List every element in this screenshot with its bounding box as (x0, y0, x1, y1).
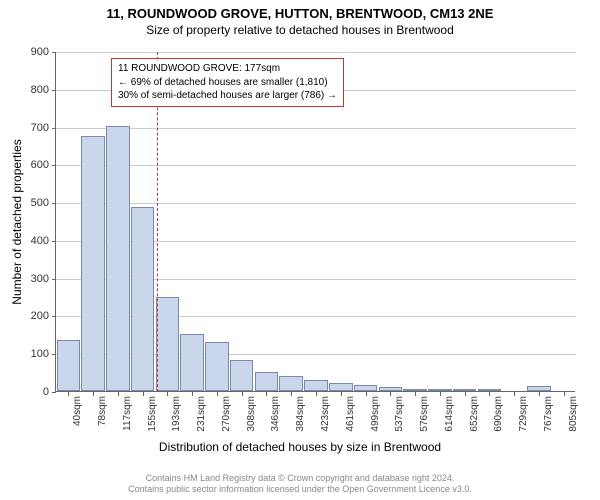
ytick-label: 800 (9, 84, 49, 96)
bar (428, 389, 452, 391)
xtick-label: 270sqm (221, 396, 232, 432)
xtick-mark (564, 392, 565, 396)
callout-box: 11 ROUNDWOOD GROVE: 177sqm← 69% of detac… (111, 58, 344, 107)
xtick-label: 499sqm (370, 396, 381, 432)
xtick-label: 193sqm (171, 396, 182, 432)
ytick-label: 200 (9, 310, 49, 322)
gridline (56, 165, 576, 166)
xtick-mark (539, 392, 540, 396)
xtick-label: 40sqm (72, 396, 83, 426)
gridline (56, 128, 576, 129)
bar (279, 376, 303, 391)
bar (205, 342, 229, 391)
bar (131, 207, 155, 391)
xtick-mark (366, 392, 367, 396)
xtick-label: 231sqm (196, 396, 207, 432)
bar (478, 389, 502, 391)
callout-line: 11 ROUNDWOOD GROVE: 177sqm (118, 62, 337, 76)
xtick-mark (217, 392, 218, 396)
gridline (56, 52, 576, 53)
ytick-label: 400 (9, 235, 49, 247)
xtick-label: 384sqm (295, 396, 306, 432)
xtick-mark (390, 392, 391, 396)
bar (81, 136, 105, 391)
bar (156, 297, 180, 391)
xtick-label: 805sqm (568, 396, 579, 432)
xtick-mark (93, 392, 94, 396)
bar (329, 383, 353, 391)
plot-area: 010020030040050060070080090040sqm78sqm11… (55, 52, 575, 392)
footer-line1: Contains HM Land Registry data © Crown c… (0, 473, 600, 485)
ytick-label: 600 (9, 159, 49, 171)
xtick-label: 767sqm (543, 396, 554, 432)
xtick-label: 461sqm (345, 396, 356, 432)
xtick-label: 78sqm (97, 396, 108, 426)
ytick-mark (52, 90, 56, 91)
bar (304, 380, 328, 391)
xtick-mark (465, 392, 466, 396)
xtick-label: 690sqm (493, 396, 504, 432)
callout-line: 30% of semi-detached houses are larger (… (118, 89, 337, 103)
xtick-mark (167, 392, 168, 396)
xtick-label: 614sqm (444, 396, 455, 432)
xtick-mark (415, 392, 416, 396)
footer-line2: Contains public sector information licen… (0, 484, 600, 496)
xtick-label: 308sqm (246, 396, 257, 432)
xtick-mark (514, 392, 515, 396)
xtick-mark (489, 392, 490, 396)
x-axis-label: Distribution of detached houses by size … (0, 440, 600, 454)
xtick-mark (291, 392, 292, 396)
xtick-mark (68, 392, 69, 396)
xtick-label: 346sqm (270, 396, 281, 432)
ytick-mark (52, 128, 56, 129)
ytick-label: 500 (9, 197, 49, 209)
footer: Contains HM Land Registry data © Crown c… (0, 473, 600, 496)
ytick-label: 300 (9, 273, 49, 285)
ytick-label: 0 (9, 386, 49, 398)
xtick-label: 652sqm (469, 396, 480, 432)
xtick-mark (341, 392, 342, 396)
ytick-label: 100 (9, 348, 49, 360)
xtick-mark (242, 392, 243, 396)
ytick-mark (52, 52, 56, 53)
xtick-mark (118, 392, 119, 396)
ytick-mark (52, 392, 56, 393)
bar (106, 126, 130, 391)
bar (230, 360, 254, 391)
ytick-mark (52, 316, 56, 317)
chart: 010020030040050060070080090040sqm78sqm11… (55, 52, 575, 422)
bar (255, 372, 279, 391)
xtick-label: 155sqm (147, 396, 158, 432)
bar (379, 387, 403, 391)
bar (354, 385, 378, 391)
xtick-mark (192, 392, 193, 396)
xtick-mark (143, 392, 144, 396)
xtick-label: 576sqm (419, 396, 430, 432)
xtick-label: 537sqm (394, 396, 405, 432)
ytick-mark (52, 165, 56, 166)
ytick-label: 900 (9, 46, 49, 58)
bar (57, 340, 81, 391)
bar (453, 389, 477, 391)
page-title: 11, ROUNDWOOD GROVE, HUTTON, BRENTWOOD, … (0, 0, 600, 21)
xtick-mark (266, 392, 267, 396)
bar (403, 389, 427, 391)
bar (180, 334, 204, 391)
page-subtitle: Size of property relative to detached ho… (0, 21, 600, 37)
ytick-mark (52, 203, 56, 204)
ytick-mark (52, 241, 56, 242)
ytick-mark (52, 354, 56, 355)
ytick-mark (52, 279, 56, 280)
gridline (56, 203, 576, 204)
xtick-label: 423sqm (320, 396, 331, 432)
bar (527, 386, 551, 391)
xtick-label: 729sqm (518, 396, 529, 432)
ytick-label: 700 (9, 122, 49, 134)
xtick-mark (316, 392, 317, 396)
callout-line: ← 69% of detached houses are smaller (1,… (118, 76, 337, 90)
xtick-label: 117sqm (122, 396, 133, 431)
xtick-mark (440, 392, 441, 396)
